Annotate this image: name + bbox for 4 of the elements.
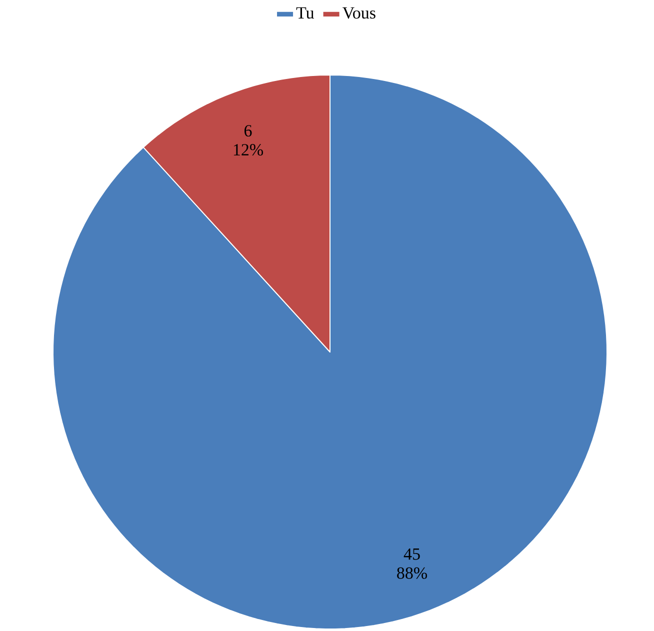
data-label: 6 12% bbox=[234, 125, 264, 156]
legend-label: Tu bbox=[296, 7, 314, 19]
data-label: 45 88% bbox=[397, 548, 427, 579]
legend-label: Vous bbox=[342, 7, 376, 19]
